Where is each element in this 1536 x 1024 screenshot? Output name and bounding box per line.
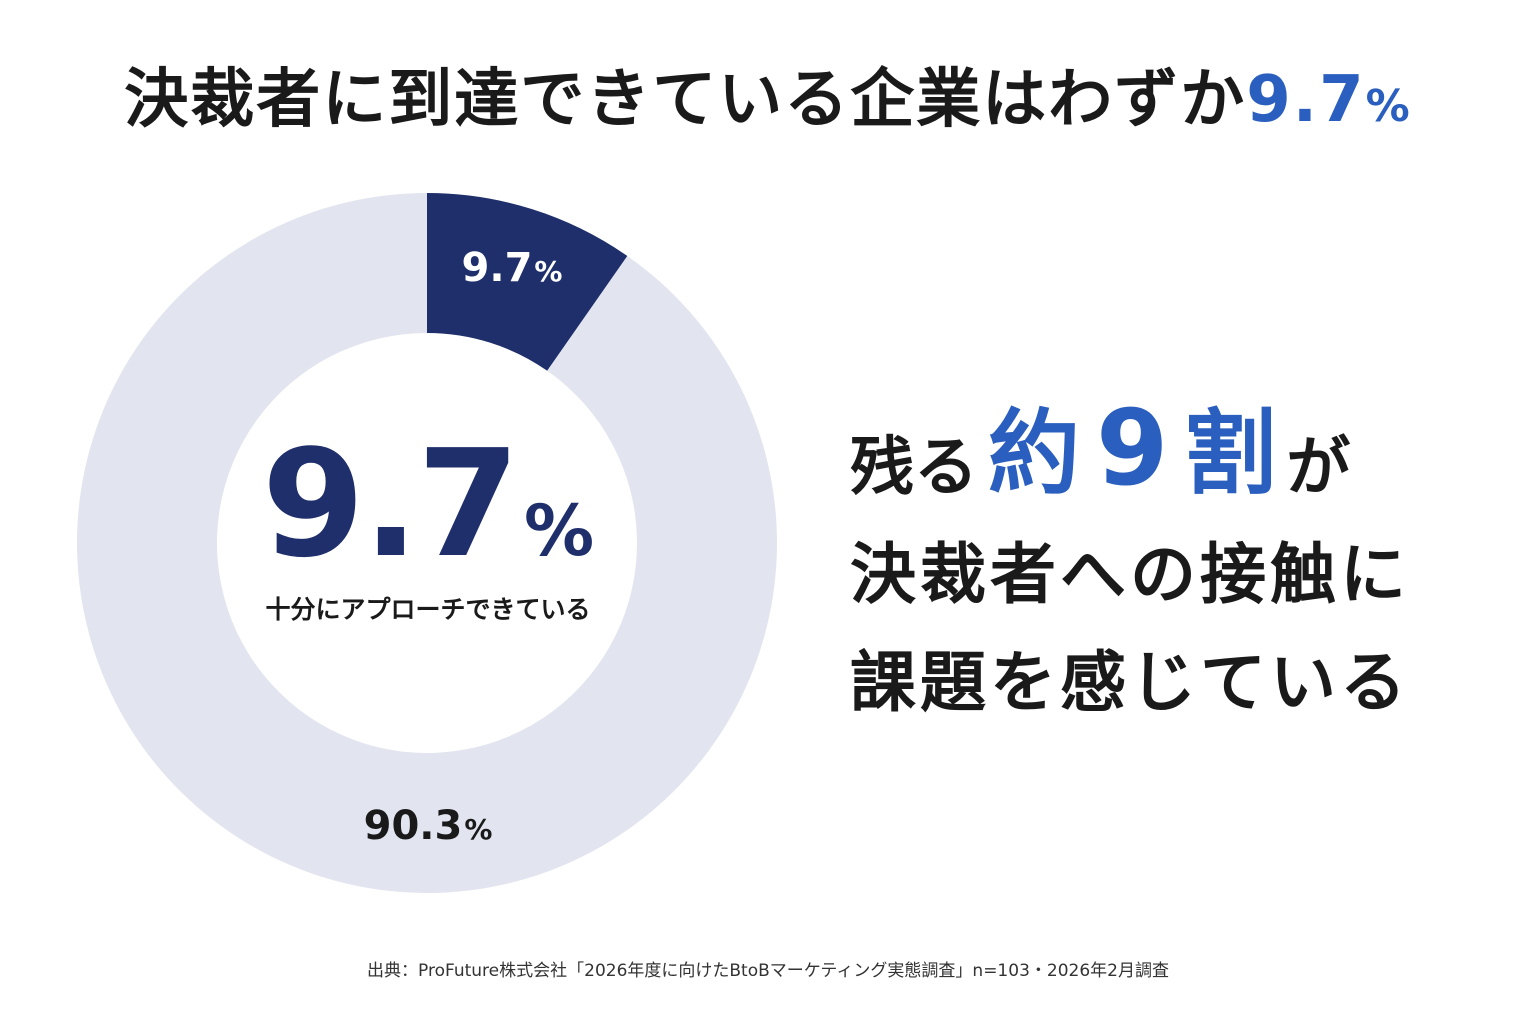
- slice-label-remaining-unit: %: [464, 813, 493, 846]
- donut-center: 9.7% 十分にアプローチできている: [218, 430, 638, 626]
- center-value: 9.7%: [218, 430, 638, 578]
- center-caption: 十分にアプローチできている: [265, 595, 591, 624]
- donut-slice-approached: [427, 193, 628, 371]
- slice-label-remaining: 90.3%: [364, 803, 493, 849]
- slice-label-approached: 9.7%: [462, 245, 563, 291]
- center-unit: %: [524, 490, 595, 572]
- message-line1-pre: 残る: [850, 431, 978, 505]
- message-line-2: 決裁者への接触に: [850, 536, 1410, 613]
- headline-text: 決裁者に到達できている企業はわずか: [124, 63, 1247, 137]
- message-line1-post: が: [1286, 431, 1351, 505]
- message-accent-number: 9: [1096, 387, 1169, 509]
- message-line-1: 残る約 9 割が: [850, 380, 1490, 500]
- headline-number: 9.7: [1246, 63, 1366, 137]
- message-accent-ratio: 割: [1184, 400, 1277, 507]
- center-number: 9.7: [261, 418, 520, 590]
- source-note: 出典：ProFuture株式会社「2026年度に向けたBtoBマーケティング実態…: [367, 961, 1169, 981]
- donut-slice-remaining: [76, 193, 777, 893]
- slice-label-approached-unit: %: [534, 255, 563, 288]
- message-accent-approx: 約: [988, 400, 1081, 507]
- slice-label-remaining-value: 90.3: [363, 803, 463, 849]
- key-message: 残る約 9 割が 決裁者への接触に 課題を感じている: [850, 380, 1490, 716]
- message-line-3: 課題を感じている: [850, 644, 1410, 721]
- headline: 決裁者に到達できている企業はわずか9.7%: [0, 48, 1536, 140]
- slice-label-approached-value: 9.7: [461, 245, 533, 291]
- headline-unit: %: [1365, 81, 1412, 132]
